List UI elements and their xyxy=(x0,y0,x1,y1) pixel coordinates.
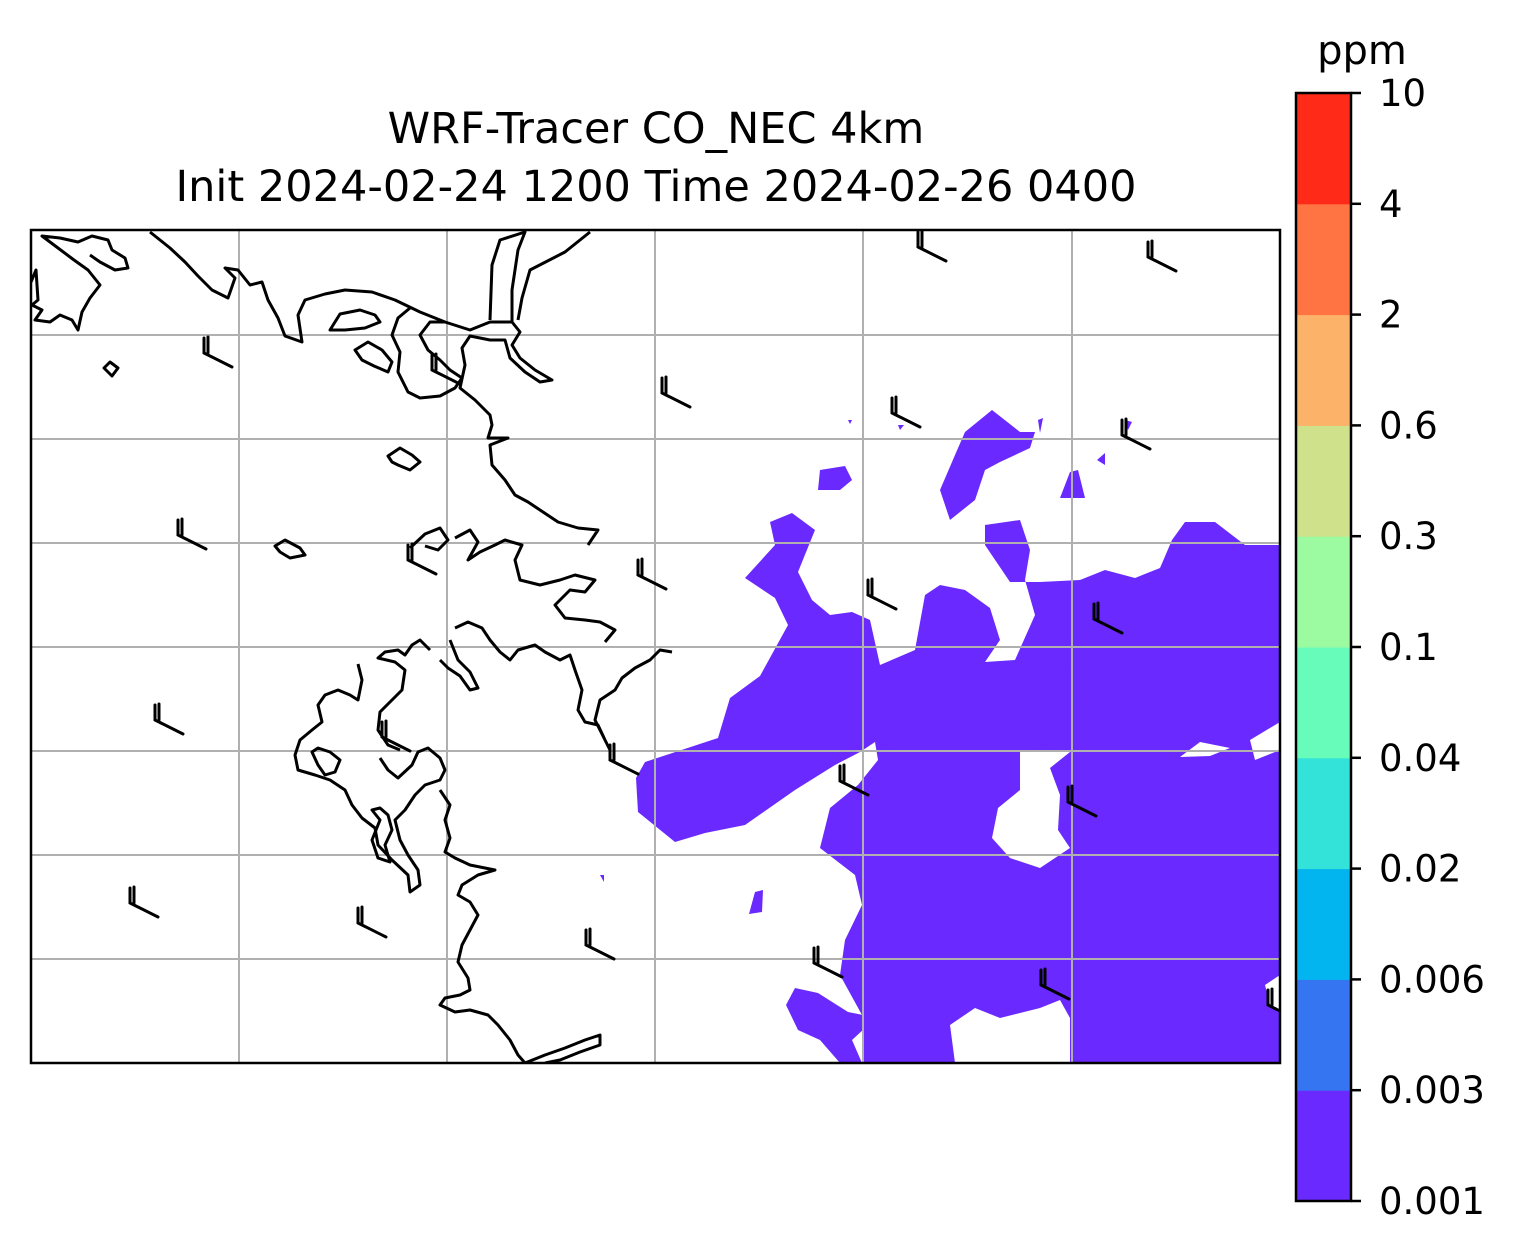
coastline-north-inlet-west xyxy=(488,230,527,322)
wind-barb xyxy=(1266,987,1280,1013)
coastline-north-inlet-east xyxy=(516,230,591,321)
wind-barb xyxy=(636,557,668,591)
coastline-small-islet-west xyxy=(102,360,120,378)
coastline-south-arm xyxy=(438,789,602,1063)
colorbar-tick-label: 0.3 xyxy=(1379,515,1438,558)
colorbar-tick-label: 0.02 xyxy=(1379,848,1461,891)
wind-barb xyxy=(838,763,870,797)
colorbar: 0.001 0.003 0.006 0.02 0.04 0.1 0.3 0.6 2 4 10 xyxy=(1294,72,1485,1223)
wind-barb xyxy=(1039,967,1071,1001)
wind-barbs xyxy=(128,230,1280,1013)
coastline-island-b xyxy=(353,340,394,374)
colorbar-band-2 xyxy=(1296,979,1351,1091)
coastline-central-bay xyxy=(454,620,673,751)
colorbar-band-9 xyxy=(1296,203,1351,316)
colorbar-tick-label: 0.006 xyxy=(1379,958,1485,1001)
colorbar-tick-label: 4 xyxy=(1379,183,1403,226)
colorbar-band-10 xyxy=(1296,93,1351,205)
shading-blob-4 xyxy=(1038,418,1043,433)
colorbar-band-6 xyxy=(1296,536,1351,648)
colorbar-band-4 xyxy=(1296,757,1351,870)
colorbar-tick-label: 0.003 xyxy=(1379,1069,1485,1112)
wind-barb xyxy=(356,905,388,939)
wind-barb xyxy=(916,230,948,263)
wind-barb xyxy=(1066,784,1098,818)
coastline-island-a xyxy=(328,308,382,332)
wind-barb xyxy=(430,352,462,386)
coastline-islands-south xyxy=(310,746,394,864)
wind-barb xyxy=(202,335,234,369)
wind-barb xyxy=(866,577,898,611)
colorbar-band-3 xyxy=(1296,868,1351,980)
wind-barb xyxy=(584,927,616,961)
wind-barb xyxy=(1092,601,1124,635)
colorbar-tick-label: 0.04 xyxy=(1379,737,1461,780)
shading-blob-3 xyxy=(1097,453,1105,465)
colorbar-tick-label: 0.6 xyxy=(1379,404,1438,447)
wind-barb xyxy=(153,702,185,736)
shading-blob-1 xyxy=(818,466,852,490)
coastline-mid-shelf xyxy=(408,526,617,643)
wind-barb xyxy=(176,517,208,551)
coastline-central-fjords xyxy=(293,638,480,894)
map-title-line1: WRF-Tracer CO_NEC 4km xyxy=(387,104,925,154)
wind-barb xyxy=(380,719,412,753)
wind-barb xyxy=(812,945,844,979)
wind-barb xyxy=(890,395,922,429)
shading-blob-7 xyxy=(898,425,904,430)
shading-region-north xyxy=(940,410,1035,520)
colorbar-tick-label: 0.001 xyxy=(1379,1180,1485,1223)
coastline-peninsula-upper xyxy=(390,306,464,400)
colorbar-band-7 xyxy=(1296,425,1351,537)
colorbar-tick-label: 2 xyxy=(1379,294,1403,337)
shading-region-southwest xyxy=(786,988,878,1063)
wind-barb xyxy=(608,742,640,776)
shading-blob-8 xyxy=(848,420,852,424)
shading-region-east xyxy=(880,545,1280,745)
wind-barb xyxy=(1146,239,1178,273)
map-gridlines xyxy=(31,230,1280,1063)
shading-region-main xyxy=(636,513,1280,1063)
wind-barb xyxy=(660,375,692,409)
coastlines xyxy=(31,230,673,1063)
wind-barb xyxy=(406,542,438,576)
map-frame xyxy=(29,228,1282,1065)
colorbar-band-5 xyxy=(1296,647,1351,759)
colorbar-unit-label: ppm xyxy=(1317,28,1407,74)
coastline-north-main xyxy=(31,230,600,546)
shading-blob-5 xyxy=(749,890,763,914)
colorbar-tick-label: 0.1 xyxy=(1379,626,1438,669)
colorbar-band-1 xyxy=(1296,1090,1351,1202)
coastline-islets-mid xyxy=(273,446,422,560)
tracer-concentration-shading xyxy=(600,410,1280,1063)
wind-barb xyxy=(128,885,160,919)
shading-blob-6 xyxy=(600,875,604,882)
colorbar-band-8 xyxy=(1296,314,1351,426)
map-area xyxy=(31,230,1280,1063)
wind-barb xyxy=(1120,417,1152,451)
colorbar-tick-label: 10 xyxy=(1379,72,1426,115)
map-title-line2: Init 2024-02-24 1200 Time 2024-02-26 040… xyxy=(175,162,1137,212)
